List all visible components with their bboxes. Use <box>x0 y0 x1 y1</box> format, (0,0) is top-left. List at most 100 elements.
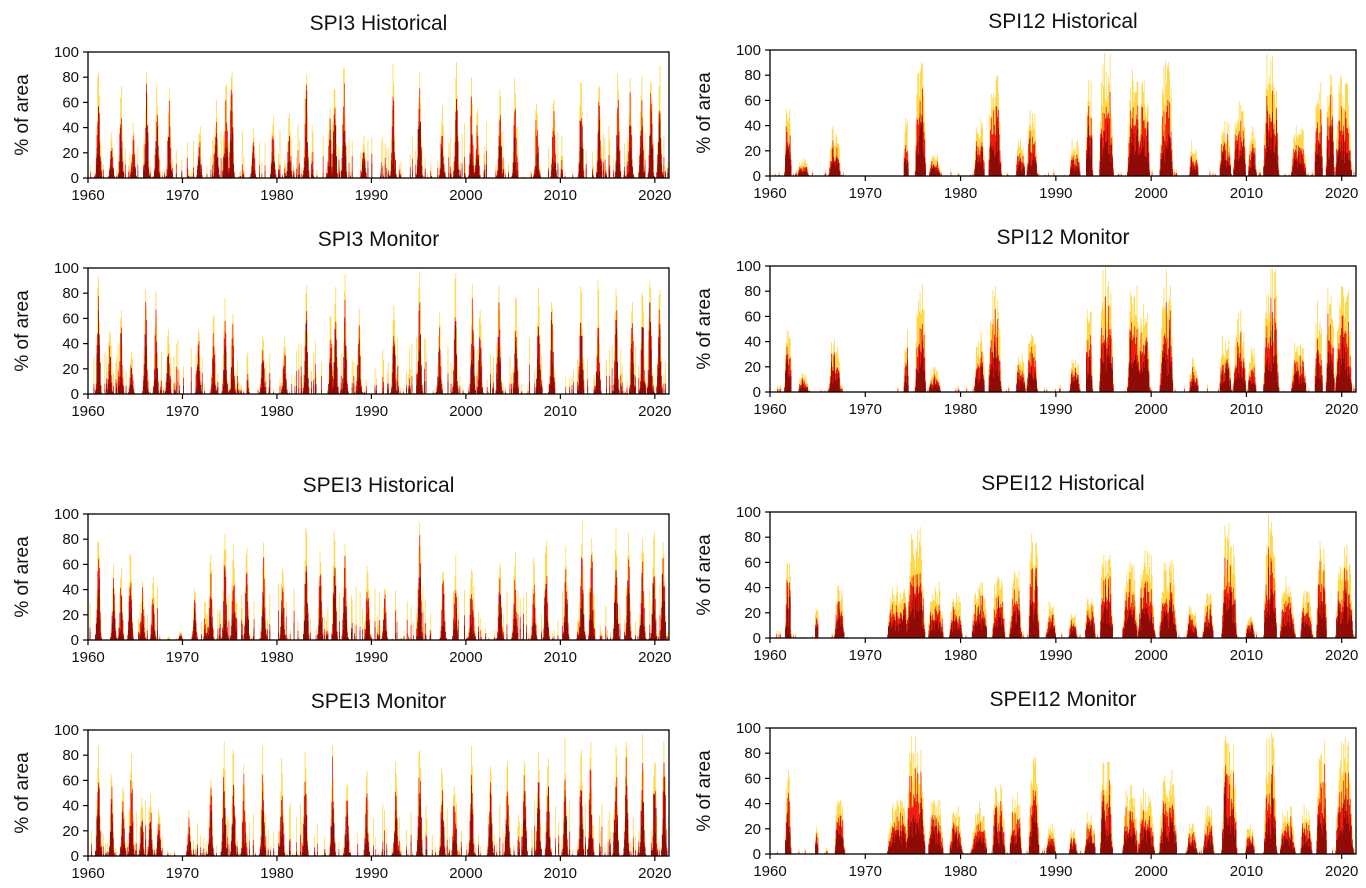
series-severe-area <box>88 535 669 640</box>
x-tick-label: 2010 <box>544 649 577 666</box>
x-tick-label: 2020 <box>638 403 671 420</box>
x-tick-label: 1980 <box>260 865 293 882</box>
y-tick-label: 0 <box>753 846 761 863</box>
x-tick-label: 2000 <box>1134 647 1167 664</box>
chart-title: SPEI3 Historical <box>303 474 455 497</box>
x-tick-label: 1990 <box>355 403 388 420</box>
chart-title: SPEI3 Monitor <box>311 690 446 713</box>
y-tick-label: 100 <box>54 722 79 739</box>
x-tick-label: 1960 <box>71 403 104 420</box>
x-tick-label: 1990 <box>1039 185 1072 202</box>
x-tick-label: 2000 <box>1134 401 1167 418</box>
series-extreme-area <box>770 776 1356 854</box>
x-tick-label: 1970 <box>166 403 199 420</box>
y-tick-label: 40 <box>62 120 79 137</box>
plot-frame <box>87 729 670 857</box>
plot-frame <box>87 267 670 395</box>
x-tick-label: 1960 <box>71 865 104 882</box>
y-axis-label: % of area <box>12 752 33 834</box>
y-tick-label: 20 <box>744 821 761 838</box>
y-tick-label: 0 <box>71 632 79 649</box>
panel-spi12-historical: SPI12 Historical % of area 0 20 40 60 80 100 196… <box>688 6 1366 216</box>
x-tick-label: 2020 <box>1325 863 1358 880</box>
y-tick-label: 80 <box>62 747 79 764</box>
x-tick-label: 2000 <box>449 649 482 666</box>
y-tick-label: 20 <box>744 605 761 622</box>
x-tick-label: 1990 <box>355 649 388 666</box>
y-tick-label: 20 <box>62 607 79 624</box>
series-extreme-area <box>770 567 1356 638</box>
y-tick-label: 80 <box>62 285 79 302</box>
x-tick-label: 2000 <box>449 865 482 882</box>
plot-frame <box>769 265 1357 393</box>
y-tick-label: 20 <box>744 143 761 160</box>
y-tick-label: 20 <box>62 823 79 840</box>
chart-svg: SPI12 Monitor % of area 0 20 40 60 80 100 1960 19… <box>694 226 1358 418</box>
y-tick-label: 100 <box>736 42 761 59</box>
y-tick-label: 100 <box>54 260 79 277</box>
y-tick-label: 40 <box>744 796 761 813</box>
x-tick-label: 1960 <box>71 649 104 666</box>
series-extreme-area <box>88 90 669 178</box>
y-axis-label: % of area <box>12 74 33 156</box>
x-tick-label: 1960 <box>71 187 104 204</box>
x-tick-label: 1990 <box>355 865 388 882</box>
y-tick-label: 20 <box>62 145 79 162</box>
x-tick-label: 2000 <box>449 403 482 420</box>
plot-frame <box>769 511 1357 639</box>
x-tick-label: 2000 <box>1134 863 1167 880</box>
y-axis-label: % of area <box>694 750 715 832</box>
chart-title: SPI3 Monitor <box>318 228 439 251</box>
y-tick-label: 20 <box>62 361 79 378</box>
x-tick-label: 1970 <box>166 187 199 204</box>
y-axis-label: % of area <box>694 534 715 616</box>
y-tick-label: 60 <box>62 94 79 111</box>
chart-title: SPI12 Historical <box>988 10 1137 33</box>
x-tick-label: 1980 <box>260 649 293 666</box>
y-axis-label: % of area <box>12 536 33 618</box>
y-tick-label: 40 <box>62 336 79 353</box>
x-tick-label: 1980 <box>260 187 293 204</box>
x-tick-label: 1990 <box>1039 647 1072 664</box>
y-tick-label: 0 <box>753 168 761 185</box>
x-tick-label: 1990 <box>1039 401 1072 418</box>
chart-svg: SPEI12 Monitor % of area 0 20 40 60 80 100 1960 1… <box>694 688 1358 880</box>
y-tick-label: 0 <box>71 848 79 865</box>
x-tick-label: 1980 <box>944 401 977 418</box>
chart-svg: SPI12 Historical % of area 0 20 40 60 80 100 196… <box>694 10 1358 202</box>
panel-spi3-historical: SPI3 Historical % of area 0 20 40 60 80 100 1960… <box>0 8 683 218</box>
x-tick-label: 2020 <box>638 865 671 882</box>
x-tick-label: 1980 <box>944 863 977 880</box>
x-tick-label: 2010 <box>544 403 577 420</box>
y-tick-label: 100 <box>736 720 761 737</box>
x-tick-label: 2010 <box>544 187 577 204</box>
y-tick-label: 80 <box>62 531 79 548</box>
x-tick-label: 1960 <box>753 647 786 664</box>
x-tick-label: 2000 <box>449 187 482 204</box>
chart-svg: SPEI3 Historical % of area 0 20 40 60 80 100 196… <box>12 474 672 666</box>
x-tick-label: 1970 <box>849 647 882 664</box>
y-tick-label: 40 <box>744 580 761 597</box>
panel-spei12-historical: SPEI12 Historical % of area 0 20 40 60 80 100 19… <box>688 468 1366 678</box>
plot-frame <box>87 51 670 179</box>
plot-frame <box>769 727 1357 855</box>
y-tick-label: 20 <box>744 359 761 376</box>
x-tick-label: 2010 <box>1230 185 1263 202</box>
chart-title: SPEI12 Monitor <box>989 688 1136 711</box>
y-tick-label: 0 <box>71 170 79 187</box>
x-tick-label: 1960 <box>753 863 786 880</box>
x-tick-label: 1980 <box>944 185 977 202</box>
y-tick-label: 60 <box>62 556 79 573</box>
plot-frame <box>87 513 670 641</box>
x-tick-label: 1960 <box>753 185 786 202</box>
x-tick-label: 2010 <box>544 865 577 882</box>
y-tick-label: 60 <box>744 770 761 787</box>
y-tick-label: 80 <box>744 283 761 300</box>
chart-title: SPI12 Monitor <box>996 226 1129 249</box>
x-tick-label: 1990 <box>1039 863 1072 880</box>
series-extreme-area <box>88 777 669 856</box>
y-tick-label: 80 <box>744 745 761 762</box>
x-tick-label: 2020 <box>638 187 671 204</box>
y-tick-label: 80 <box>62 69 79 86</box>
